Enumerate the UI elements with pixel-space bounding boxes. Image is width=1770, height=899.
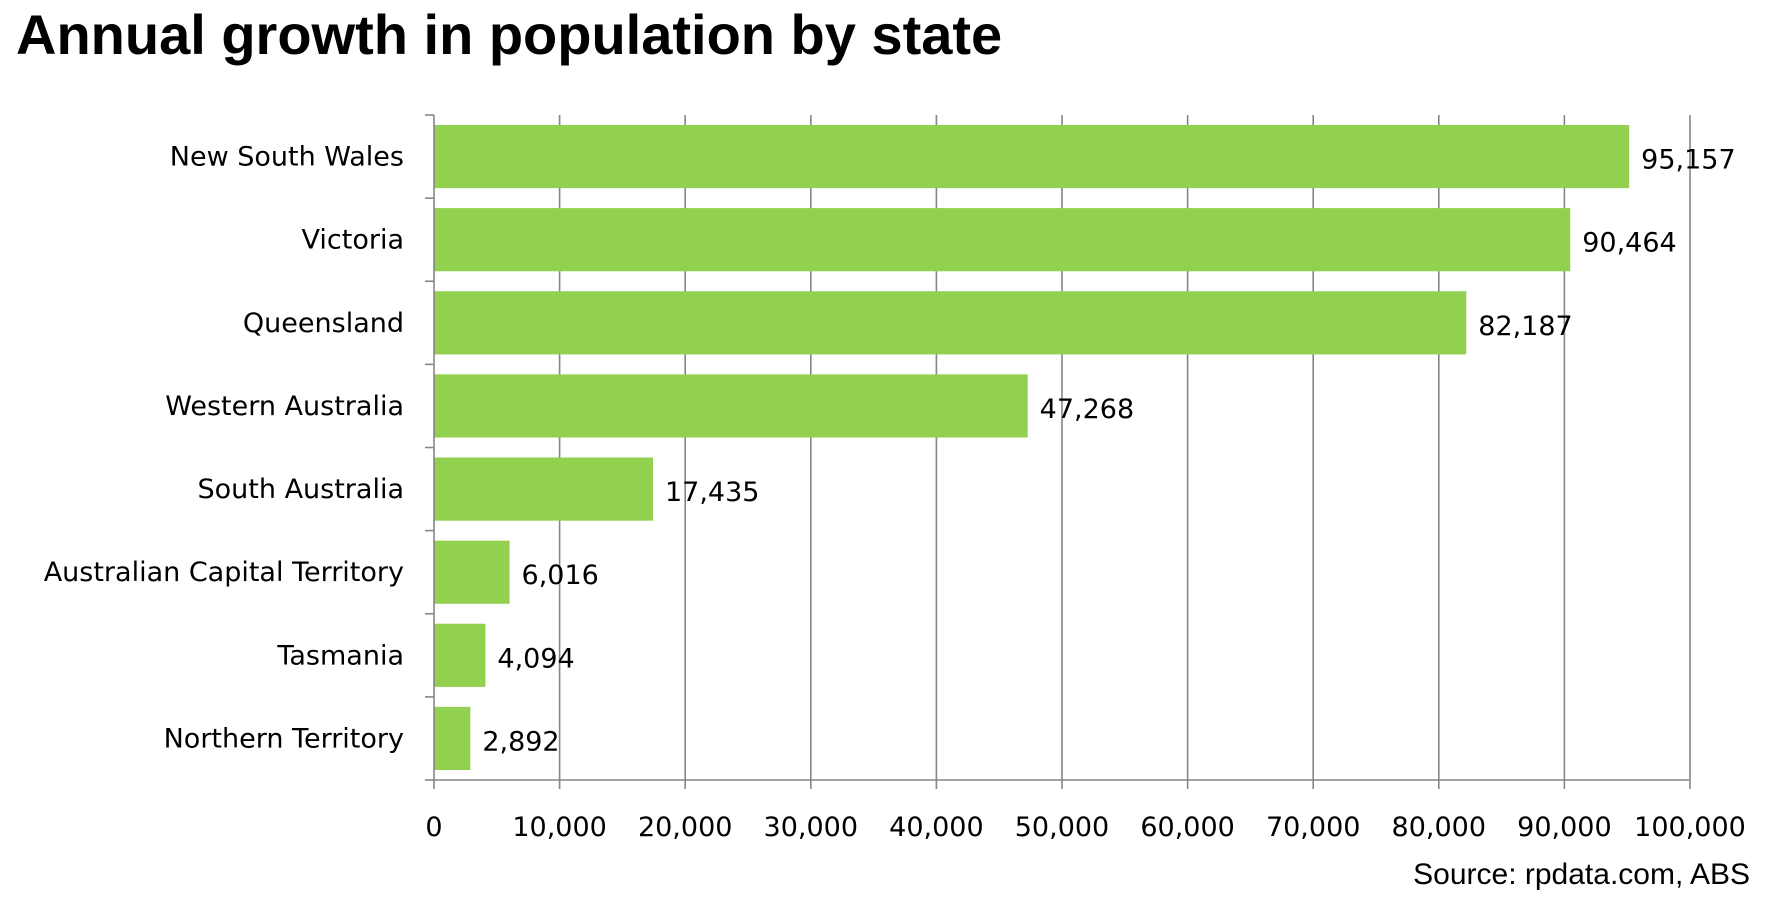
data-label: 6,016 bbox=[522, 560, 599, 591]
data-label: 2,892 bbox=[482, 726, 559, 757]
x-tick-label: 50,000 bbox=[1015, 812, 1109, 843]
bar bbox=[434, 540, 510, 604]
bar bbox=[434, 208, 1571, 272]
category-label: New South Wales bbox=[170, 142, 404, 173]
x-tick-label: 80,000 bbox=[1392, 812, 1486, 843]
category-label: Victoria bbox=[302, 225, 404, 256]
axes bbox=[425, 114, 1691, 789]
category-label: Western Australia bbox=[165, 391, 404, 422]
data-label: 82,187 bbox=[1478, 311, 1572, 342]
bar bbox=[434, 457, 653, 521]
labels: 0 10,000 20,000 30,000 40,000 50,000 60,000 70,… bbox=[44, 142, 1746, 843]
x-tick-label: 70,000 bbox=[1266, 812, 1360, 843]
x-tick-label: 40,000 bbox=[889, 812, 983, 843]
category-label: South Australia bbox=[198, 474, 404, 505]
x-tick-label: 100,000 bbox=[1634, 812, 1746, 843]
category-label: Northern Territory bbox=[164, 723, 404, 754]
data-label: 47,268 bbox=[1040, 394, 1134, 425]
chart-title: Annual growth in population by state bbox=[16, 3, 1003, 66]
x-tick-label: 90,000 bbox=[1517, 812, 1611, 843]
data-label: 90,464 bbox=[1582, 228, 1676, 259]
category-label: Queensland bbox=[243, 308, 404, 339]
x-tick-label: 0 bbox=[425, 812, 442, 843]
x-tick-label: 30,000 bbox=[764, 812, 858, 843]
category-label: Australian Capital Territory bbox=[44, 557, 404, 588]
bar bbox=[434, 291, 1467, 355]
data-label: 4,094 bbox=[497, 643, 574, 674]
bar bbox=[434, 124, 1630, 189]
category-label: Tasmania bbox=[276, 640, 404, 671]
x-tick-label: 20,000 bbox=[638, 812, 732, 843]
x-tick-label: 60,000 bbox=[1140, 812, 1234, 843]
bar bbox=[434, 706, 471, 771]
bars bbox=[434, 124, 1630, 771]
x-tick-label: 10,000 bbox=[512, 812, 606, 843]
bar bbox=[434, 623, 486, 687]
data-label: 95,157 bbox=[1641, 145, 1735, 176]
data-label: 17,435 bbox=[665, 477, 759, 508]
bar bbox=[434, 374, 1028, 438]
source-note: Source: rpdata.com, ABS bbox=[1413, 858, 1750, 891]
